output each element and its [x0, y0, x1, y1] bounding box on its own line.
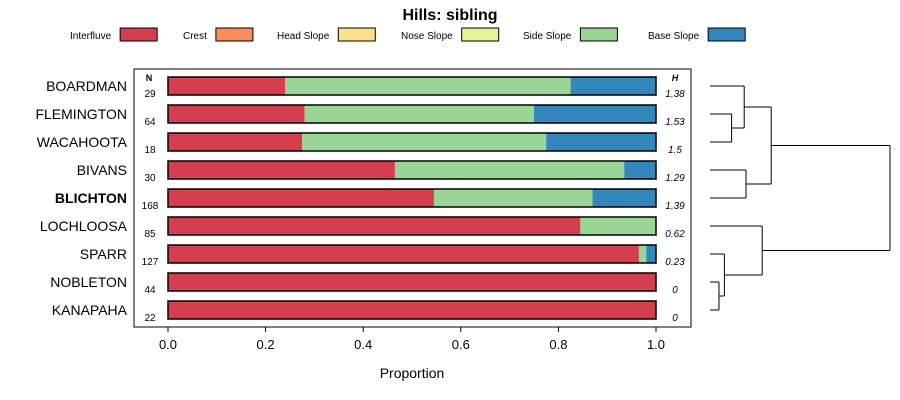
legend-swatch-base-slope [707, 27, 746, 42]
legend-label-base-slope: Base Slope [648, 31, 700, 42]
bar-outline-wacahoota [167, 132, 657, 152]
bar-segment-flemington-base-slope [534, 105, 656, 123]
legend-label-nose-slope: Nose Slope [401, 31, 453, 42]
legend-swatch-head-slope [337, 27, 376, 42]
legend-swatch-nose-slope [461, 27, 500, 42]
n-value: 127 [142, 257, 159, 268]
x-tick-label: 0.2 [257, 337, 275, 352]
dendrogram [710, 85, 891, 311]
n-value: 168 [142, 201, 159, 212]
h-value: 0 [672, 285, 678, 296]
bar-segment-flemington-side-slope [304, 105, 534, 123]
row-label-flemington: FLEMINGTON [35, 106, 127, 122]
bar-segment-flemington-interfluve [168, 105, 305, 123]
bar-segment-wacahoota-interfluve [168, 133, 303, 151]
h-value: 1.39 [665, 201, 685, 212]
bar-outline-lochloosa [167, 216, 657, 236]
legend-swatch-crest [215, 27, 254, 42]
legend-swatch-interfluve [119, 27, 158, 42]
row-label-nobleton: NOBLETON [50, 274, 127, 290]
bar-segment-wacahoota-side-slope [302, 133, 547, 151]
bar-outline-boardman [167, 76, 657, 96]
bar-segment-boardman-base-slope [570, 77, 656, 95]
legend: Interfluve Crest Head Slope Nose Slope Side … [70, 27, 746, 42]
bar-segment-boardman-side-slope [285, 77, 571, 95]
row-label-sparr: SPARR [80, 246, 127, 262]
n-value: 22 [144, 313, 156, 324]
h-value: 1.38 [665, 89, 685, 100]
x-tick-label: 0.4 [354, 337, 372, 352]
bar-segment-sparr-side-slope [638, 245, 647, 263]
row-label-kanapaha: KANAPAHA [52, 302, 128, 318]
row-label-blichton: BLICHTON [55, 190, 127, 206]
x-axis-label: Proportion [380, 365, 445, 381]
h-value: 1.53 [665, 117, 685, 128]
bar-outline-flemington [167, 104, 657, 124]
h-value: 1.29 [665, 173, 685, 184]
legend-swatch-side-slope [579, 27, 618, 42]
bar-segment-bivans-base-slope [624, 161, 656, 179]
n-value: 30 [144, 173, 156, 184]
x-tick-label: 1.0 [647, 337, 665, 352]
n-value: 64 [144, 117, 156, 128]
h-value: 1.5 [668, 145, 682, 156]
bar-outline-bivans [167, 160, 657, 180]
plot-frame [133, 68, 692, 328]
row-label-boardman: BOARDMAN [46, 78, 127, 94]
legend-label-head-slope: Head Slope [277, 31, 330, 42]
n-value: 29 [144, 89, 156, 100]
legend-label-side-slope: Side Slope [523, 31, 572, 42]
bar-segment-sparr-interfluve [168, 245, 639, 263]
n-header: N [146, 73, 153, 83]
n-value: 85 [144, 229, 156, 240]
x-tick-label: 0.6 [452, 337, 470, 352]
plot-area: N H BOARDMAN 29 1.38 FLEMINGTON 64 1.53 WACAHOOT… [35, 68, 692, 352]
bar-segment-sparr-base-slope [646, 245, 656, 263]
h-value: 0.23 [665, 257, 685, 268]
bar-outline-kanapaha [167, 300, 657, 320]
h-value: 0.62 [665, 229, 685, 240]
h-header: H [672, 73, 679, 83]
bar-segment-boardman-interfluve [168, 77, 286, 95]
bar-outline-nobleton [167, 272, 657, 292]
row-label-bivans: BIVANS [77, 162, 127, 178]
h-value: 0 [672, 313, 678, 324]
bar-segment-lochloosa-side-slope [580, 217, 656, 235]
bar-segment-blichton-base-slope [592, 189, 656, 207]
bar-outline-blichton [167, 188, 657, 208]
bar-segment-bivans-interfluve [168, 161, 395, 179]
bar-segment-blichton-interfluve [168, 189, 434, 207]
bar-segment-wacahoota-base-slope [546, 133, 656, 151]
bar-segment-blichton-side-slope [433, 189, 593, 207]
x-tick-label: 0.8 [549, 337, 567, 352]
legend-label-interfluve: Interfluve [70, 31, 112, 42]
n-value: 44 [144, 285, 156, 296]
bar-segment-kanapaha-interfluve [168, 301, 656, 319]
n-value: 18 [144, 145, 156, 156]
row-label-lochloosa: LOCHLOOSA [40, 218, 128, 234]
bar-outline-sparr [167, 244, 657, 264]
bar-segment-nobleton-interfluve [168, 273, 656, 291]
bar-segment-lochloosa-interfluve [168, 217, 581, 235]
bar-segment-bivans-side-slope [394, 161, 625, 179]
chart-title: Hills: sibling [402, 7, 497, 24]
x-tick-label: 0.0 [159, 337, 177, 352]
row-label-wacahoota: WACAHOOTA [37, 134, 128, 150]
legend-label-crest: Crest [183, 31, 207, 42]
